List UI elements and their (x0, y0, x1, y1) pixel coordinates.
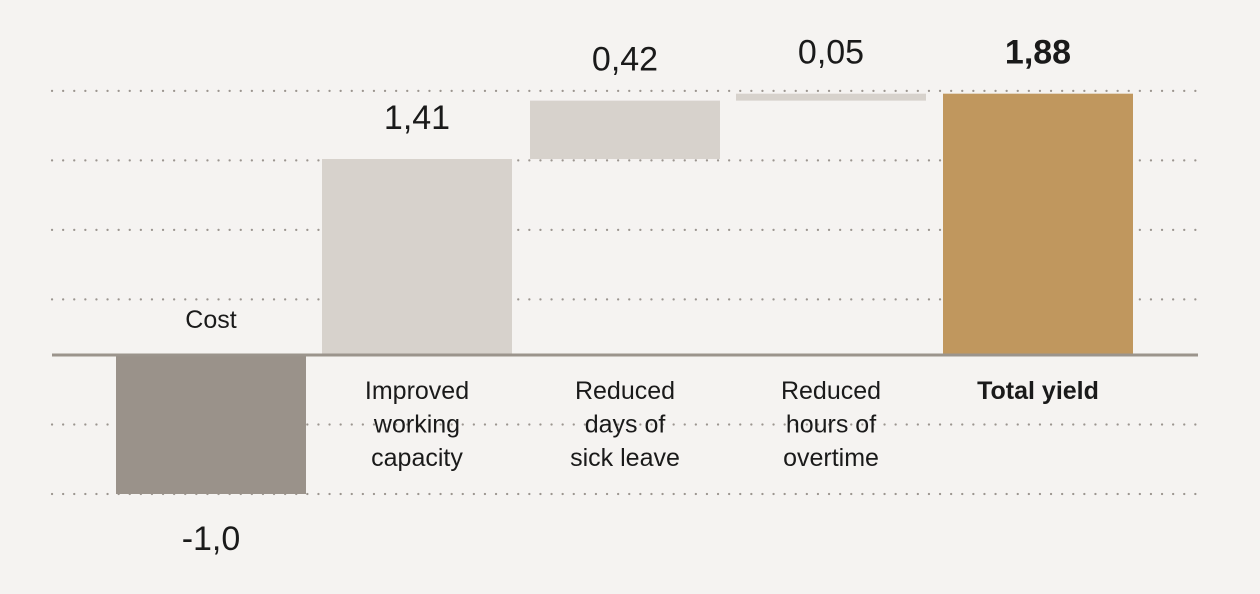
bar-cost (116, 355, 306, 494)
category-label: Reduced days of sick leave (570, 377, 680, 472)
bar-total (943, 93, 1133, 356)
category-label-line: overtime (783, 444, 879, 472)
category-label: Reduced hours of overtime (781, 377, 881, 472)
category-label-line: capacity (371, 444, 463, 472)
category-label-line: Cost (185, 306, 236, 334)
category-label-line: Improved (365, 377, 469, 405)
value-label: 1,88 (1005, 34, 1071, 72)
value-label: -1,0 (182, 520, 241, 558)
category-label: Total yield (977, 377, 1099, 405)
category-label-line: working (373, 411, 460, 439)
category-label-line: Reduced (781, 377, 881, 405)
bar-step (736, 93, 926, 101)
category-label: Cost (185, 306, 236, 334)
bar-step (322, 159, 512, 355)
category-label-line: Total yield (977, 377, 1099, 405)
value-label: 1,41 (384, 99, 450, 137)
bar-step (530, 100, 720, 160)
category-label-line: hours of (786, 411, 876, 439)
value-label: 0,05 (798, 34, 864, 72)
category-label-line: days of (585, 411, 666, 439)
category-label-line: Reduced (575, 377, 675, 405)
category-label-line: sick leave (570, 444, 680, 472)
category-label: Improved working capacity (365, 377, 469, 472)
value-label: 0,42 (592, 41, 658, 79)
